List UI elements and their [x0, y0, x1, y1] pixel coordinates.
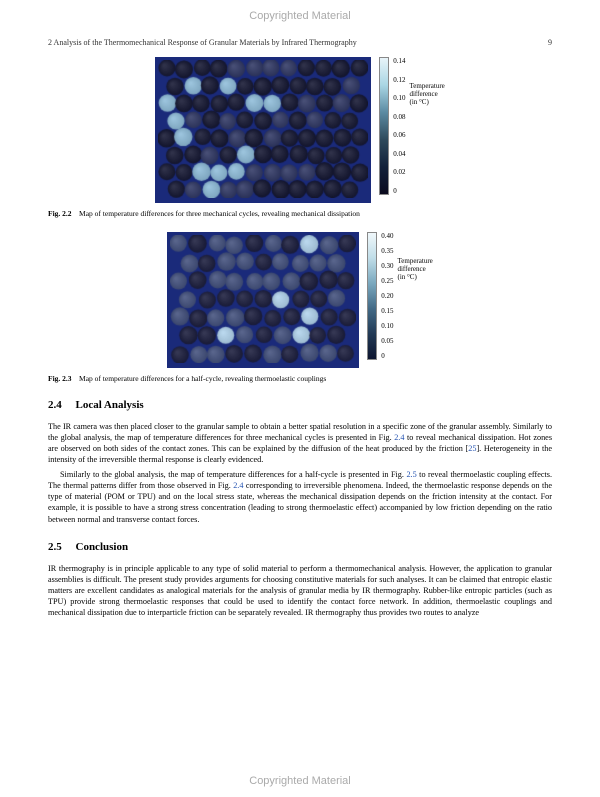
colorbar-tick: 0.15	[381, 307, 393, 315]
figure-2-2-frame	[155, 57, 371, 203]
colorbar-tick: 0.08	[393, 113, 405, 121]
figure-ref-2-4[interactable]: 2.4	[394, 433, 404, 442]
colorbar-tick: 0	[393, 187, 405, 195]
figure-2-3-frame	[167, 232, 359, 368]
caption-label: Fig. 2.3	[48, 374, 72, 383]
figure-ref-2-5[interactable]: 2.5	[406, 470, 416, 479]
chapter-running-head: 2 Analysis of the Thermomechanical Respo…	[48, 38, 357, 47]
page-number: 9	[548, 38, 552, 47]
colorbar-tick: 0.35	[381, 247, 393, 255]
colorbar-label-line: (in °C)	[397, 274, 432, 282]
colorbar-tick: 0.30	[381, 262, 393, 270]
running-header: 2 Analysis of the Thermomechanical Respo…	[48, 38, 552, 47]
colorbar-tick: 0.02	[393, 168, 405, 176]
figure-2-2: 0.14 0.12 0.10 0.08 0.06 0.04 0.02 0 Temperatur…	[48, 57, 552, 203]
body-run: Similarly to the global analysis, the ma…	[60, 470, 406, 479]
colorbar-tick: 0.06	[393, 131, 405, 139]
colorbar-label-line: (in °C)	[409, 99, 444, 107]
body-paragraph: IR thermography is in principle applicab…	[48, 563, 552, 618]
section-number: 2.5	[48, 541, 62, 553]
section-title-text: Conclusion	[76, 541, 129, 553]
colorbar-label: Temperature difference (in °C)	[397, 258, 432, 281]
copyright-footer: Copyrighted Material	[0, 775, 600, 787]
colorbar-tick: 0.20	[381, 292, 393, 300]
figure-2-2-canvas	[158, 60, 368, 198]
section-2-4-body: The IR camera was then placed closer to …	[48, 421, 552, 525]
colorbar-tick: 0.10	[393, 94, 405, 102]
section-2-4-heading: 2.4 Local Analysis	[48, 399, 552, 411]
figure-ref-2-4[interactable]: 2.4	[233, 481, 243, 490]
copyright-header: Copyrighted Material	[0, 10, 600, 22]
colorbar-gradient	[379, 57, 389, 195]
colorbar-tick: 0.10	[381, 322, 393, 330]
colorbar-ticks: 0.40 0.35 0.30 0.25 0.20 0.15 0.10 0.05 0	[381, 232, 393, 360]
colorbar-tick: 0.05	[381, 337, 393, 345]
colorbar-tick: 0.04	[393, 150, 405, 158]
colorbar-tick: 0	[381, 352, 393, 360]
figure-2-2-caption: Fig. 2.2 Map of temperature differences …	[48, 209, 552, 218]
section-2-5-body: IR thermography is in principle applicab…	[48, 563, 552, 618]
figure-2-3-caption: Fig. 2.3 Map of temperature differences …	[48, 374, 552, 383]
section-number: 2.4	[48, 399, 62, 411]
colorbar-label: Temperature difference (in °C)	[409, 83, 444, 106]
figure-2-3: 0.40 0.35 0.30 0.25 0.20 0.15 0.10 0.05 0 Temper…	[48, 232, 552, 368]
figure-2-2-colorbar: 0.14 0.12 0.10 0.08 0.06 0.04 0.02 0 Temperatur…	[379, 57, 445, 195]
section-title-text: Local Analysis	[76, 399, 144, 411]
caption-text: Map of temperature differences for a hal…	[79, 374, 326, 383]
colorbar-tick: 0.25	[381, 277, 393, 285]
colorbar-gradient	[367, 232, 377, 360]
figure-2-3-colorbar: 0.40 0.35 0.30 0.25 0.20 0.15 0.10 0.05 0 Temper…	[367, 232, 433, 360]
section-2-5-heading: 2.5 Conclusion	[48, 541, 552, 553]
caption-label: Fig. 2.2	[48, 209, 72, 218]
caption-text: Map of temperature differences for three…	[79, 209, 360, 218]
colorbar-tick: 0.14	[393, 57, 405, 65]
colorbar-tick: 0.12	[393, 76, 405, 84]
colorbar-ticks: 0.14 0.12 0.10 0.08 0.06 0.04 0.02 0	[393, 57, 405, 195]
colorbar-tick: 0.40	[381, 232, 393, 240]
figure-2-3-canvas	[170, 235, 356, 363]
page-content: 2 Analysis of the Thermomechanical Respo…	[48, 38, 552, 759]
